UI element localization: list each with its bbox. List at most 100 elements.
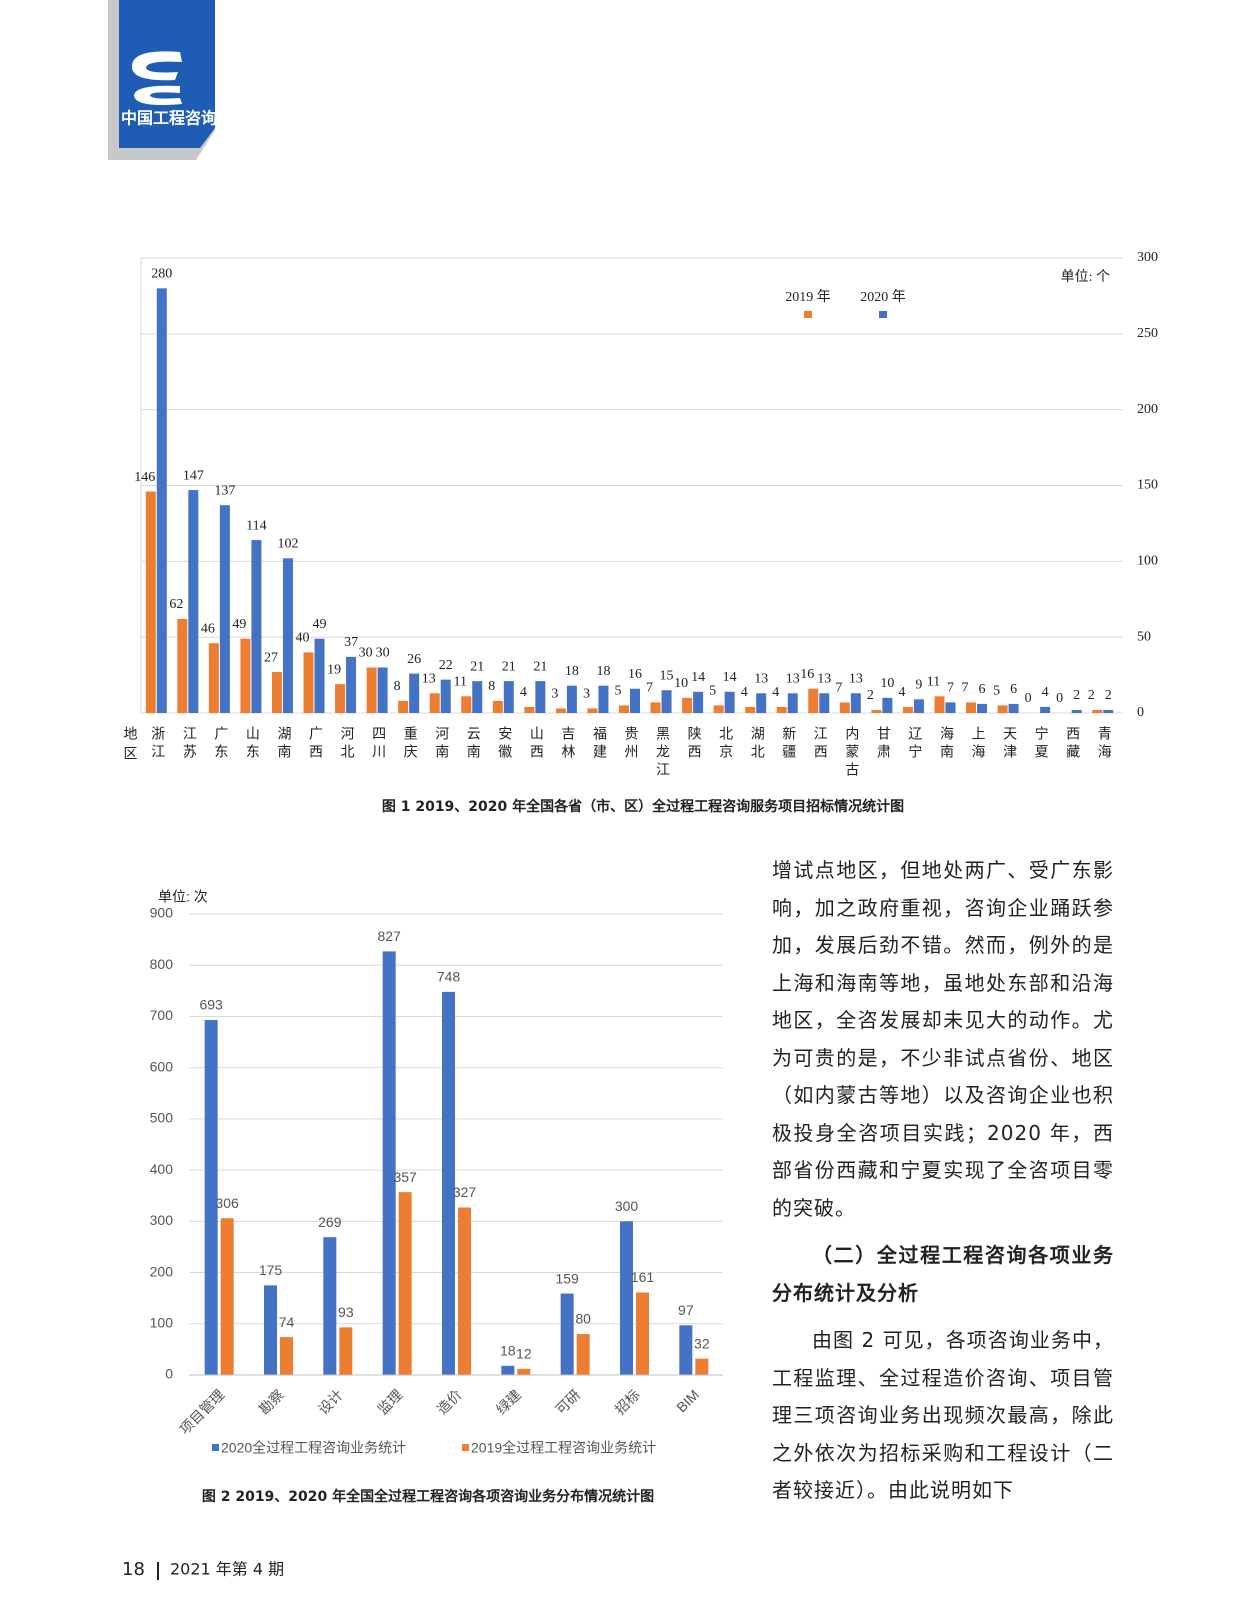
bar	[377, 667, 388, 713]
bar	[966, 702, 977, 713]
bar	[280, 1337, 293, 1375]
bar	[156, 288, 167, 713]
data-label: 21	[533, 659, 547, 674]
data-label: 93	[338, 1304, 354, 1320]
y-tick-label: 0	[1137, 705, 1144, 720]
x-tick-label: 广东	[212, 726, 228, 762]
data-label: 30	[359, 646, 373, 661]
data-label: 11	[454, 675, 467, 690]
bar	[587, 708, 598, 713]
bar	[934, 696, 945, 713]
data-label: 62	[169, 597, 183, 612]
bar	[219, 505, 230, 713]
bar	[442, 991, 455, 1375]
bar	[945, 702, 956, 713]
y-tick-label: 600	[150, 1058, 174, 1074]
bar	[398, 1192, 412, 1375]
x-tick-label: 江西	[812, 726, 828, 762]
data-label: 15	[660, 668, 674, 683]
chart-2: 0 100 200 300 400 500 600 700 800 900 693 175 269 827…	[150, 889, 723, 1505]
data-label: 4	[772, 685, 779, 700]
data-label: 306	[215, 1195, 239, 1211]
data-label: 0	[1056, 691, 1063, 706]
data-label: 102	[277, 537, 298, 552]
data-label: 5	[993, 684, 1000, 699]
bar	[1040, 706, 1051, 713]
data-label: 13	[786, 672, 800, 687]
bar	[303, 652, 314, 713]
x-tick-label: 云南	[465, 726, 481, 762]
data-label: 693	[199, 997, 223, 1013]
legend-swatch	[879, 311, 887, 318]
data-label: 159	[555, 1270, 579, 1286]
x-tick-label: 安徽	[496, 726, 512, 762]
legend-label: 2020全过程工程咨询业务统计	[221, 1440, 406, 1456]
legend-label: 2019 年	[785, 289, 831, 305]
data-label: 74	[279, 1314, 295, 1330]
bar	[620, 1221, 633, 1375]
x-tick-label: 天津	[1001, 726, 1017, 762]
logo-text: 中国工程咨询	[121, 109, 217, 128]
y-tick-label: 900	[150, 905, 174, 921]
data-label: 27	[264, 650, 278, 665]
bar	[271, 672, 282, 713]
x-tick-label: 陕西	[686, 726, 702, 762]
data-label: 18	[596, 664, 610, 679]
y-tick-label: 250	[1137, 326, 1158, 341]
bar	[429, 693, 440, 713]
x-tick-label: 四川	[370, 726, 386, 762]
page-number: 18	[122, 1559, 145, 1580]
legend-label: 2020 年	[860, 289, 906, 305]
data-label: 2	[1073, 688, 1080, 703]
y-tick-label: 300	[1137, 250, 1158, 265]
y-tick-label: 100	[1137, 554, 1158, 569]
data-label: 147	[183, 468, 204, 483]
bar	[251, 540, 262, 713]
x-tick-label: BIM	[673, 1386, 702, 1415]
data-label: 7	[962, 681, 969, 696]
y-tick-label: 100	[150, 1314, 174, 1330]
bar	[264, 1285, 277, 1375]
data-label: 357	[393, 1169, 417, 1185]
data-label: 40	[296, 631, 310, 646]
bar	[472, 681, 483, 713]
data-label: 16	[800, 667, 814, 682]
bar	[339, 1327, 353, 1375]
x-tick-label: 江苏	[181, 726, 197, 762]
bar	[382, 951, 396, 1375]
data-label: 161	[631, 1269, 655, 1285]
x-tick-label: 监理	[374, 1386, 405, 1417]
legend-swatch	[462, 1444, 469, 1451]
data-label: 49	[313, 617, 327, 632]
caption: 图 1 2019、2020 年全国各省（市、区）全过程工程咨询服务项目招标情况统…	[382, 798, 904, 815]
x-tick-label: 可研	[552, 1386, 583, 1417]
x-tick-label: 北京	[717, 726, 733, 762]
y-tick-label: 700	[150, 1007, 174, 1023]
x-tick-label: 湖南	[275, 726, 291, 762]
data-label: 18	[565, 664, 579, 679]
x-tick-label: 辽宁	[906, 726, 922, 762]
bar	[220, 1218, 234, 1375]
data-label: 37	[344, 635, 358, 650]
data-label: 114	[246, 518, 266, 533]
x-tick-label: 招标	[612, 1386, 643, 1417]
data-label: 280	[151, 267, 172, 282]
issue: 2021 年第 4 期	[170, 1560, 284, 1579]
bar	[555, 708, 566, 713]
data-label: 97	[678, 1302, 694, 1318]
x-tick-label: 山东	[244, 726, 260, 762]
x-tick-label: 上海	[970, 726, 986, 762]
data-label: 8	[394, 679, 401, 694]
data-label: 9	[915, 678, 922, 693]
data-label: 4	[520, 685, 527, 700]
x-tick-label: 设计	[315, 1386, 346, 1417]
data-label: 16	[628, 667, 642, 682]
legend-label: 2019全过程工程咨询业务统计	[471, 1440, 656, 1456]
data-label: 18	[500, 1342, 516, 1358]
bar	[1071, 709, 1082, 713]
x-tick-label: 吉林	[559, 726, 575, 762]
data-label: 14	[723, 670, 737, 685]
data-label: 0	[1025, 691, 1032, 706]
